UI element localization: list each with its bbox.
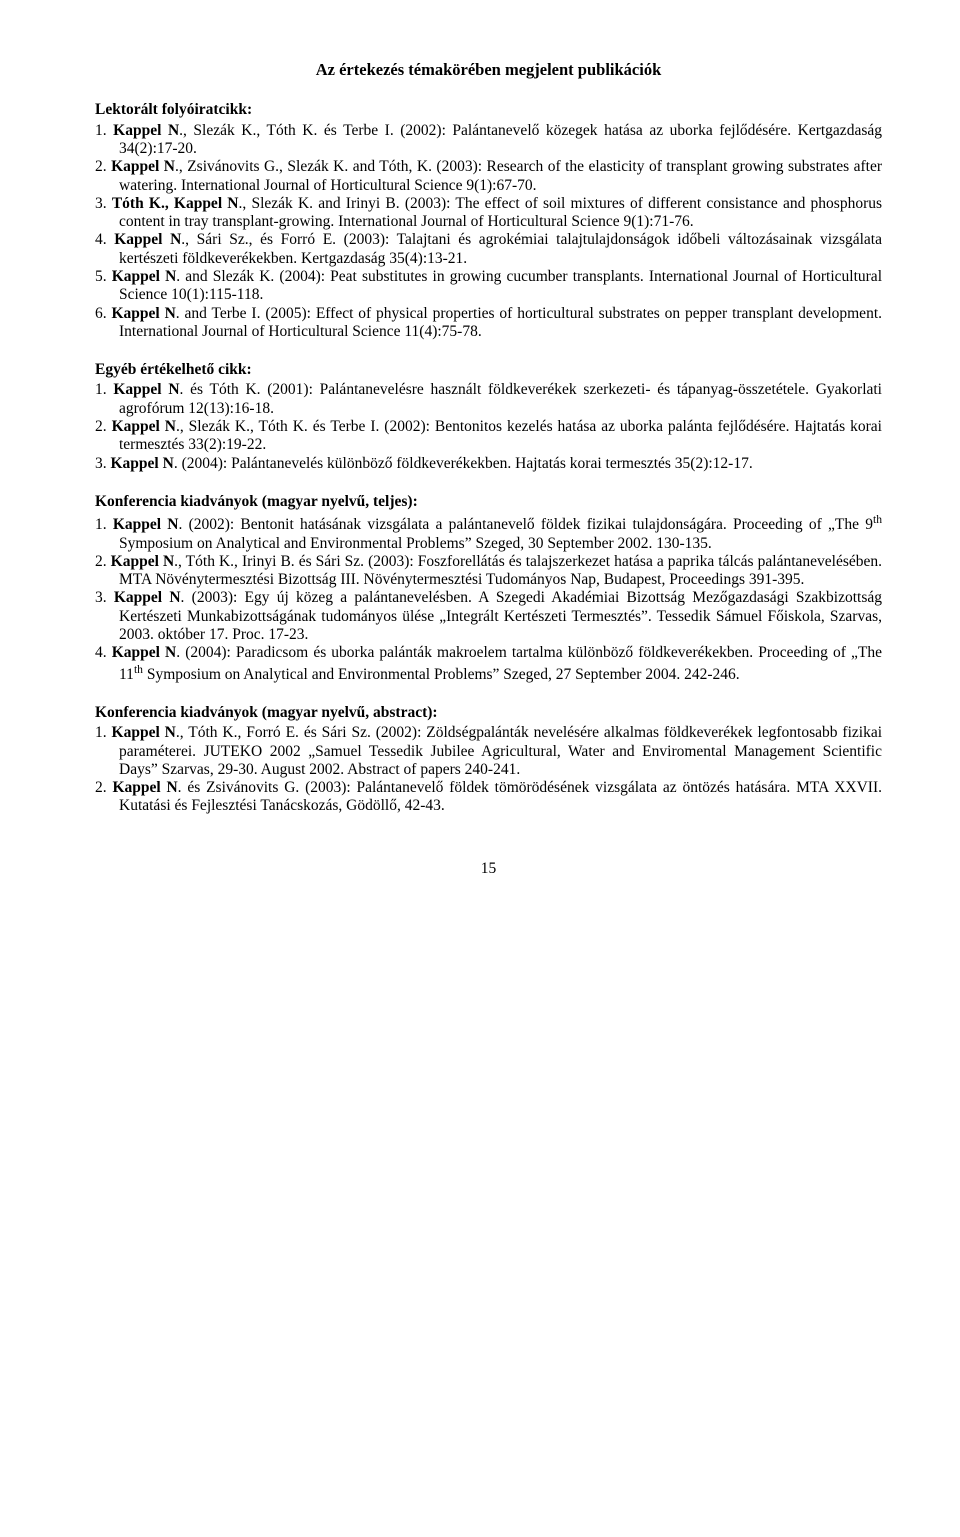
section-heading: Konferencia kiadványok (magyar nyelvű, a… xyxy=(95,704,882,722)
section-heading: Konferencia kiadványok (magyar nyelvű, t… xyxy=(95,493,882,511)
author-name: Kappel N xyxy=(112,779,177,796)
item-number: 3. xyxy=(95,195,112,212)
author-name: Kappel N xyxy=(112,268,177,285)
citation-text: ., Slezák K., Tóth K. és Terbe I. (2002)… xyxy=(119,418,882,453)
publication-list: 1. Kappel N. és Tóth K. (2001): Palántan… xyxy=(95,381,882,472)
publication-item: 4. Kappel N., Sári Sz., és Forró E. (200… xyxy=(95,231,882,268)
author-name: Kappel N xyxy=(113,381,179,398)
publication-item: 3. Tóth K., Kappel N., Slezák K. and Iri… xyxy=(95,195,882,232)
section-heading: Lektorált folyóiratcikk: xyxy=(95,101,882,119)
section-heading: Egyéb értékelhető cikk: xyxy=(95,361,882,379)
publication-item: 2. Kappel N., Tóth K., Irinyi B. és Sári… xyxy=(95,553,882,590)
item-number: 6. xyxy=(95,305,112,322)
citation-text-cont: Symposium on Analytical and Environmenta… xyxy=(119,535,712,552)
author-name: Kappel N xyxy=(114,589,181,606)
author-name: Kappel N xyxy=(114,231,181,248)
item-number: 5. xyxy=(95,268,112,285)
item-number: 1. xyxy=(95,516,113,533)
author-name: Kappel N xyxy=(111,553,174,570)
item-number: 2. xyxy=(95,158,111,175)
publication-item: 1. Kappel N., Slezák K., Tóth K. és Terb… xyxy=(95,122,882,159)
item-number: 4. xyxy=(95,231,114,248)
citation-text: . és Tóth K. (2001): Palántanevelésre ha… xyxy=(119,381,882,416)
page-title: Az értekezés témakörében megjelent publi… xyxy=(95,60,882,79)
citation-text: . (2002): Bentonit hatásának vizsgálata … xyxy=(178,516,872,533)
author-name: Kappel N xyxy=(111,158,175,175)
publication-item: 2. Kappel N., Slezák K., Tóth K. és Terb… xyxy=(95,418,882,455)
citation-text-cont: Symposium on Analytical and Environmenta… xyxy=(143,666,740,683)
citation-text: ., Tóth K., Irinyi B. és Sári Sz. (2003)… xyxy=(119,553,882,588)
author-name: Kappel N xyxy=(112,418,176,435)
publication-item: 3. Kappel N. (2003): Egy új közeg a palá… xyxy=(95,589,882,644)
author-name: Tóth K., Kappel N xyxy=(112,195,239,212)
citation-text: . (2004): Palántanevelés különböző földk… xyxy=(174,455,753,472)
publication-list: 1. Kappel N., Tóth K., Forró E. és Sári … xyxy=(95,724,882,815)
publication-item: 2. Kappel N. és Zsivánovits G. (2003): P… xyxy=(95,779,882,816)
item-number: 2. xyxy=(95,779,112,796)
publication-item: 6. Kappel N. and Terbe I. (2005): Effect… xyxy=(95,305,882,342)
publication-list: 1. Kappel N., Slezák K., Tóth K. és Terb… xyxy=(95,122,882,341)
item-number: 1. xyxy=(95,724,112,741)
author-name: Kappel N xyxy=(111,455,174,472)
item-number: 1. xyxy=(95,381,113,398)
citation-text: . and Terbe I. (2005): Effect of physica… xyxy=(119,305,882,340)
author-name: Kappel N xyxy=(112,305,176,322)
publication-item: 4. Kappel N. (2004): Paradicsom és ubork… xyxy=(95,644,882,684)
publication-item: 1. Kappel N. és Tóth K. (2001): Palántan… xyxy=(95,381,882,418)
item-number: 1. xyxy=(95,122,113,139)
citation-text: . and Slezák K. (2004): Peat substitutes… xyxy=(119,268,882,303)
publication-item: 5. Kappel N. and Slezák K. (2004): Peat … xyxy=(95,268,882,305)
author-name: Kappel N xyxy=(112,724,176,741)
citation-text: ., Slezák K., Tóth K. és Terbe I. (2002)… xyxy=(119,122,882,157)
citation-text: . és Zsivánovits G. (2003): Palántanevel… xyxy=(119,779,882,814)
publication-item: 1. Kappel N. (2002): Bentonit hatásának … xyxy=(95,513,882,553)
superscript: th xyxy=(873,513,882,526)
author-name: Kappel N xyxy=(112,644,177,661)
author-name: Kappel N xyxy=(113,122,179,139)
item-number: 2. xyxy=(95,553,111,570)
publication-item: 1. Kappel N., Tóth K., Forró E. és Sári … xyxy=(95,724,882,779)
item-number: 3. xyxy=(95,589,114,606)
citation-text: . (2003): Egy új közeg a palántanevelésb… xyxy=(119,589,882,643)
item-number: 4. xyxy=(95,644,112,661)
author-name: Kappel N xyxy=(113,516,179,533)
publication-item: 2. Kappel N., Zsivánovits G., Slezák K. … xyxy=(95,158,882,195)
citation-text: ., Sári Sz., és Forró E. (2003): Talajta… xyxy=(119,231,882,266)
citation-text: ., Tóth K., Forró E. és Sári Sz. (2002):… xyxy=(119,724,882,778)
item-number: 2. xyxy=(95,418,112,435)
publication-list: 1. Kappel N. (2002): Bentonit hatásának … xyxy=(95,513,882,684)
item-number: 3. xyxy=(95,455,111,472)
superscript: th xyxy=(134,663,143,676)
publication-item: 3. Kappel N. (2004): Palántanevelés külö… xyxy=(95,455,882,473)
citation-text: ., Zsivánovits G., Slezák K. and Tóth, K… xyxy=(119,158,882,193)
page-number: 15 xyxy=(95,860,882,878)
